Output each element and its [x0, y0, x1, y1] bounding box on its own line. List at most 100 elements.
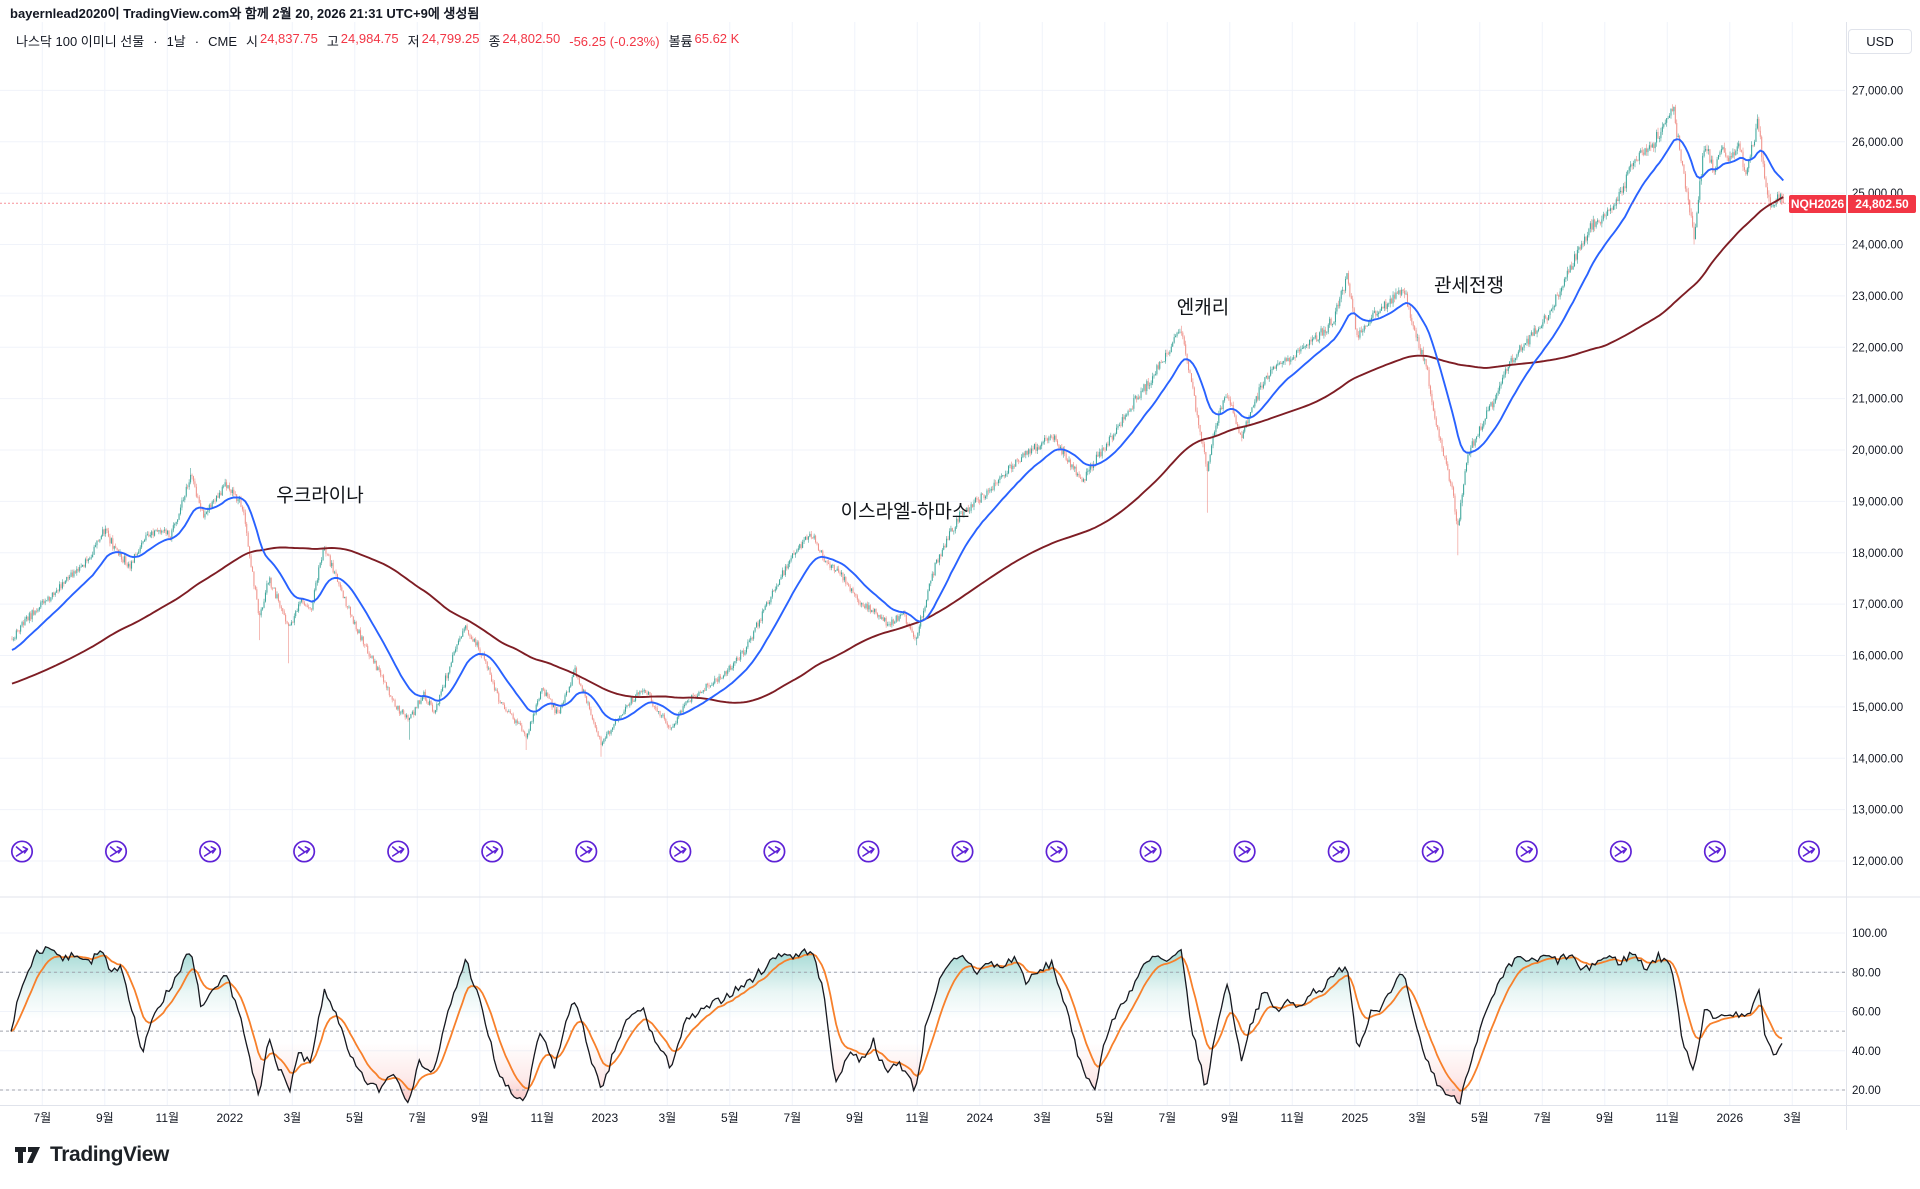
time-tick-label: 11월	[906, 1111, 930, 1125]
svg-text:13,000.00: 13,000.00	[1852, 805, 1903, 817]
contract-switch-icon[interactable]	[1703, 840, 1726, 863]
interval-label[interactable]: 1날	[166, 34, 186, 49]
time-tick-label: 2025	[1341, 1111, 1368, 1125]
svg-text:19,000.00: 19,000.00	[1852, 496, 1903, 508]
time-tick-label: 9월	[1596, 1111, 1614, 1125]
time-tick-label: 11월	[1281, 1111, 1305, 1125]
svg-text:21,000.00: 21,000.00	[1852, 394, 1903, 406]
svg-text:14,000.00: 14,000.00	[1852, 753, 1903, 765]
annotation-tariff-war[interactable]: 관세전쟁	[1434, 275, 1504, 297]
time-tick-label: 2026	[1716, 1111, 1743, 1125]
svg-text:100.00: 100.00	[1852, 928, 1887, 940]
time-tick-label: 9월	[846, 1111, 864, 1125]
svg-text:60.00: 60.00	[1852, 1007, 1881, 1019]
time-tick-label: 9월	[471, 1111, 489, 1125]
time-tick-label: 5월	[1096, 1111, 1114, 1125]
oscillator-signal-line[interactable]	[10, 953, 1783, 1092]
change-value: -56.25 (-0.23%)	[569, 34, 660, 49]
svg-text:12,000.00: 12,000.00	[1852, 856, 1903, 868]
contract-switch-icon[interactable]	[1421, 840, 1444, 863]
contract-switch-icon[interactable]	[951, 840, 974, 863]
volume-item: 볼륨 65.62 K	[668, 31, 740, 49]
time-tick-label: 9월	[96, 1111, 114, 1125]
time-tick-label: 3월	[1408, 1111, 1426, 1125]
contract-switch-icon[interactable]	[1327, 840, 1350, 863]
annotation-israel-hamas[interactable]: 이스라엘-하마스	[840, 501, 970, 523]
tradingview-logo-text: TradingView	[50, 1143, 169, 1166]
contract-switch-icon[interactable]	[1609, 840, 1632, 863]
svg-text:23,000.00: 23,000.00	[1852, 291, 1903, 303]
ma-fast-line[interactable]	[11, 138, 1785, 721]
ohlc-open: 시 24,837.75	[246, 31, 318, 49]
svg-text:20.00: 20.00	[1852, 1085, 1881, 1097]
contract-switch-icon[interactable]	[669, 840, 692, 863]
legend-separator: ·	[153, 34, 158, 49]
candlestick-series	[11, 104, 1784, 757]
contract-switch-icon[interactable]	[857, 840, 880, 863]
oscillator-main-line[interactable]	[10, 945, 1783, 1105]
symbol-title[interactable]: 나스닥 100 이미니 선물	[16, 34, 145, 49]
price-axis[interactable]: 12,000.00 13,000.00 14,000.00 15,000.00 16,0…	[1852, 85, 1903, 1097]
time-tick-label: 9월	[1221, 1111, 1239, 1125]
legend-separator: ·	[194, 34, 200, 49]
contract-switch-icon[interactable]	[293, 840, 316, 863]
annotation-ukraine[interactable]: 우크라이나	[276, 485, 364, 507]
contract-switch-icon[interactable]	[199, 840, 222, 863]
time-tick-label: 2023	[591, 1111, 618, 1125]
ma-slow-line[interactable]	[11, 196, 1784, 704]
contract-switch-icon[interactable]	[105, 840, 128, 863]
time-tick-label: 5월	[721, 1111, 739, 1125]
contract-switch-icon[interactable]	[387, 840, 410, 863]
contract-code-label: NQH2026	[1789, 195, 1846, 213]
contract-switch-icon[interactable]	[763, 840, 786, 863]
svg-text:16,000.00: 16,000.00	[1852, 651, 1903, 663]
svg-text:80.00: 80.00	[1852, 967, 1881, 979]
time-tick-label: 3월	[283, 1111, 301, 1125]
contract-switch-icon[interactable]	[10, 840, 34, 863]
time-tick-label: 7월	[408, 1111, 426, 1125]
chart-legend: 나스닥 100 이미니 선물 · 1날 · CME 시 24,837.75 고 24…	[16, 31, 739, 50]
time-axis[interactable]: 7월 9월 11월 2022 3월 5월 7월 9월 11월 2023 3월 5월 7월 9월 11월 202…	[33, 1111, 1801, 1125]
tradingview-logo-icon	[15, 1147, 40, 1163]
svg-text:26,000.00: 26,000.00	[1852, 137, 1903, 149]
svg-text:17,000.00: 17,000.00	[1852, 599, 1903, 611]
time-tick-label: 3월	[1783, 1111, 1801, 1125]
time-tick-label: 5월	[1471, 1111, 1489, 1125]
svg-text:15,000.00: 15,000.00	[1852, 702, 1903, 714]
contract-switch-icon[interactable]	[1045, 840, 1068, 863]
contract-roll-markers	[10, 840, 1820, 863]
time-tick-label: 3월	[1033, 1111, 1051, 1125]
time-tick-label: 7월	[33, 1111, 51, 1125]
tradingview-logo[interactable]: TradingView	[14, 1143, 169, 1167]
svg-text:22,000.00: 22,000.00	[1852, 342, 1903, 354]
time-tick-label: 7월	[1533, 1111, 1551, 1125]
time-tick-label: 11월	[156, 1111, 180, 1125]
grid	[0, 22, 1845, 1105]
contract-switch-icon[interactable]	[1797, 840, 1820, 863]
contract-switch-icon[interactable]	[1139, 840, 1162, 863]
annotation-yen-carry[interactable]: 엔캐리	[1176, 297, 1230, 319]
time-tick-label: 11월	[531, 1111, 555, 1125]
currency-toggle-button[interactable]: USD	[1848, 29, 1912, 54]
ohlc-high: 고 24,984.75	[326, 31, 399, 49]
share-attribution: bayernlead2020이 TradingView.com와 함께 2월 2…	[10, 6, 480, 21]
contract-switch-icon[interactable]	[575, 840, 598, 863]
svg-text:24,000.00: 24,000.00	[1852, 240, 1903, 252]
ohlc-close: 종 24,802.50	[488, 31, 561, 49]
contract-switch-icon[interactable]	[481, 840, 504, 863]
time-tick-label: 2022	[216, 1111, 243, 1125]
time-tick-label: 11월	[1656, 1111, 1680, 1125]
oscillator-gradient-fill	[11, 946, 1782, 1104]
time-tick-label: 2024	[966, 1111, 993, 1125]
time-tick-label: 5월	[346, 1111, 364, 1125]
contract-switch-icon[interactable]	[1515, 840, 1538, 863]
time-tick-label: 7월	[1158, 1111, 1176, 1125]
svg-text:27,000.00: 27,000.00	[1852, 85, 1903, 97]
exchange-label: CME	[208, 34, 237, 49]
svg-text:20,000.00: 20,000.00	[1852, 445, 1903, 457]
current-price-label: 24,802.50	[1848, 195, 1916, 213]
svg-text:40.00: 40.00	[1852, 1046, 1881, 1058]
contract-switch-icon[interactable]	[1233, 840, 1256, 863]
